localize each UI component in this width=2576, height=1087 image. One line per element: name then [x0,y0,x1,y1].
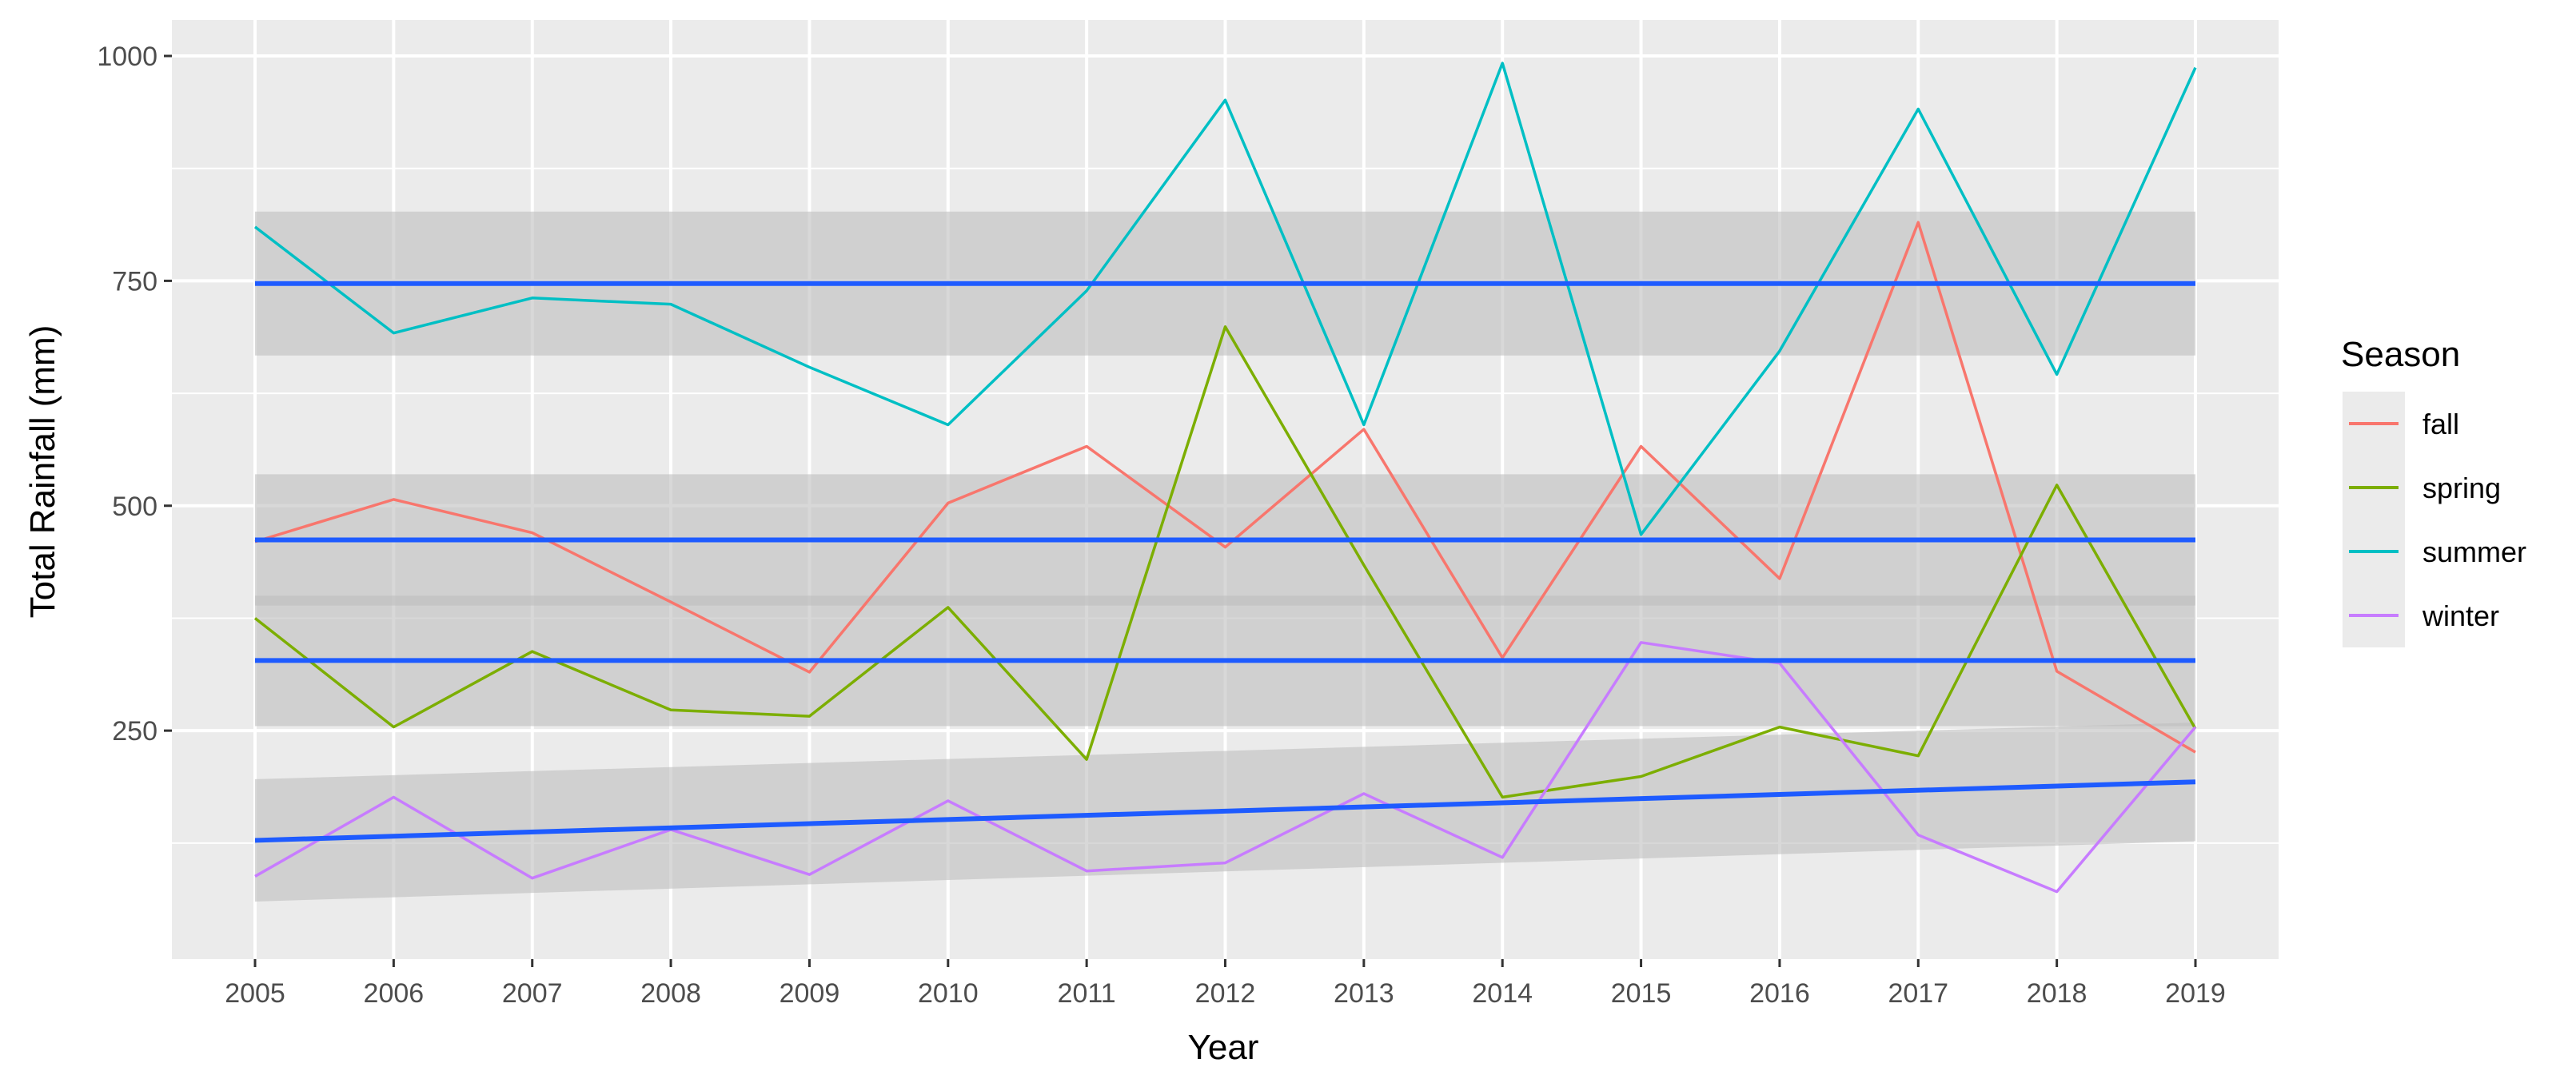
x-tick-label: 2014 [1472,978,1533,1009]
x-tick-label: 2005 [225,978,285,1009]
x-tick-label: 2019 [2165,978,2226,1009]
x-tick-label: 2009 [780,978,840,1009]
x-tick-label: 2010 [918,978,979,1009]
trend-line-winter [254,779,2196,843]
x-tick-label: 2016 [1749,978,1810,1009]
legend: Season fall spring summer winter [2341,335,2526,647]
trend-lines [254,281,2196,843]
x-tick-label: 2006 [364,978,425,1009]
x-axis-ticks: 2005 2006 2007 2008 2009 2010 2011 2012 2013 2014… [225,959,2226,1009]
x-tick-label: 2011 [1058,978,1116,1009]
y-tick-label: 250 [112,716,158,747]
legend-label-summer: summer [2422,536,2526,568]
x-tick-label: 2008 [640,978,701,1009]
series-line-summer [253,62,2197,536]
x-tick-label: 2007 [502,978,563,1009]
series-lines [253,62,2197,894]
series-line-spring [253,325,2197,799]
confidence-bands [255,211,2195,902]
x-tick-label: 2017 [1888,978,1948,1009]
x-tick-label: 2018 [2027,978,2088,1009]
y-axis-ticks: 250 500 750 1000 [97,42,172,747]
x-tick-label: 2015 [1611,978,1672,1009]
x-tick-label: 2012 [1195,978,1256,1009]
legend-label-winter: winter [2422,599,2499,632]
x-axis-title: Year [1188,1028,1259,1067]
y-axis-title: Total Rainfall (mm) [23,325,62,619]
y-tick-label: 750 [112,266,158,297]
legend-label-fall: fall [2422,408,2459,440]
series-line-fall [254,221,2196,754]
y-tick-label: 1000 [97,42,158,72]
legend-label-spring: spring [2422,472,2501,504]
legend-title: Season [2341,335,2460,374]
series-line-winter [254,641,2197,894]
y-tick-label: 500 [112,492,158,522]
x-tick-label: 2013 [1334,978,1394,1009]
